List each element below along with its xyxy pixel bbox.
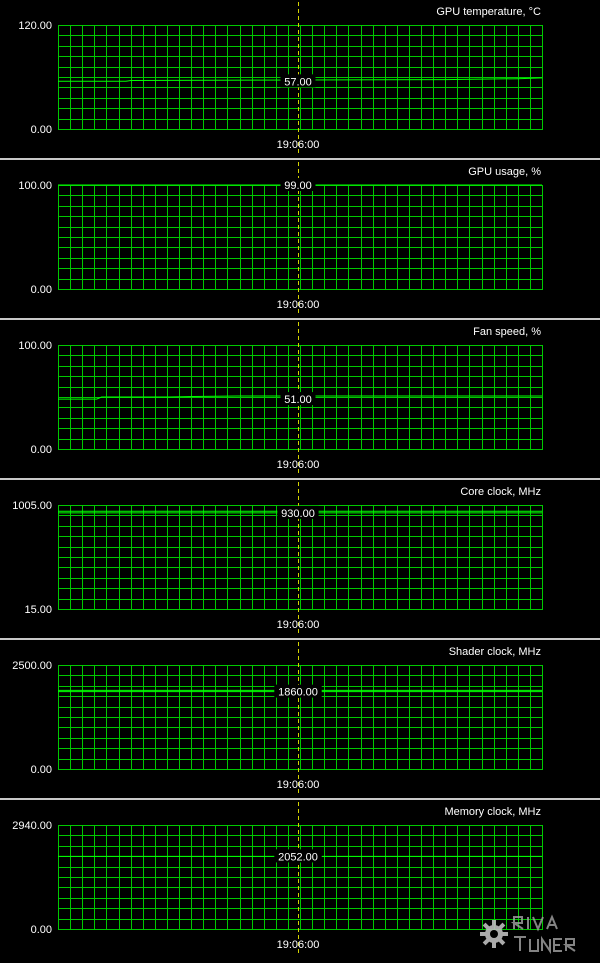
y-max-label: 2940.00 <box>12 820 52 832</box>
cursor-time-label: 19:06:00 <box>277 939 320 951</box>
cursor-value-label: 51.00 <box>284 394 312 406</box>
y-max-label: 100.00 <box>18 180 52 192</box>
graph-panel: 930.00 Core clock, MHz 1005.00 15.00 19:06:0… <box>0 482 600 640</box>
y-max-label: 1005.00 <box>12 500 52 512</box>
graph-panel: 1860.00 Shader clock, MHz 2500.00 0.00 19:06… <box>0 642 600 800</box>
grid <box>58 665 543 770</box>
cursor-value-label: 1860.00 <box>278 687 318 699</box>
cursor-value-backdrop <box>274 849 322 863</box>
cursor-value-backdrop <box>280 74 316 88</box>
grid <box>58 505 543 610</box>
cursor-value-label: 930.00 <box>281 508 315 520</box>
cursor-time-label: 19:06:00 <box>277 299 320 311</box>
y-min-label: 0.00 <box>31 924 52 936</box>
y-min-label: 0.00 <box>31 764 52 776</box>
graph-panel: 57.00 GPU temperature, °C 120.00 0.00 19:06:… <box>0 2 600 160</box>
cursor-time-label: 19:06:00 <box>277 139 320 151</box>
graph-title: Shader clock, MHz <box>449 646 541 658</box>
panel-separator <box>0 638 600 640</box>
graph-title: Memory clock, MHz <box>444 806 541 818</box>
cursor-value-backdrop <box>277 505 319 519</box>
cursor-time-label: 19:06:00 <box>277 619 320 631</box>
graph-title: GPU temperature, °C <box>436 6 541 18</box>
rivatuner-logo-watermark <box>480 914 576 955</box>
y-min-label: 15.00 <box>24 604 52 616</box>
graph-panel: 99.00 GPU usage, % 100.00 0.00 19:06:00 <box>0 162 600 320</box>
grid <box>58 825 543 930</box>
y-min-label: 0.00 <box>31 444 52 456</box>
graph-panel: 2052.00 Memory clock, MHz 2940.00 0.00 19:06… <box>12 802 543 956</box>
panel-separator <box>0 318 600 320</box>
y-min-label: 0.00 <box>31 284 52 296</box>
cursor-value-backdrop <box>274 684 322 698</box>
y-max-label: 120.00 <box>18 20 52 32</box>
graph-panel: 51.00 Fan speed, % 100.00 0.00 19:06:00 <box>0 322 600 480</box>
logo-lettering-icon <box>510 914 576 955</box>
panel-separator <box>0 158 600 160</box>
cursor-value-label: 99.00 <box>284 180 312 192</box>
grid <box>58 25 543 130</box>
grid <box>58 185 543 290</box>
cursor-time-label: 19:06:00 <box>277 459 320 471</box>
cursor-value-backdrop <box>280 392 316 406</box>
graph-title: Core clock, MHz <box>460 486 541 498</box>
cursor-value-backdrop <box>280 178 316 191</box>
panel-separator <box>0 798 600 800</box>
cursor-value-label: 57.00 <box>284 76 312 88</box>
graph-title: Fan speed, % <box>473 326 541 338</box>
cursor-value-label: 2052.00 <box>278 851 318 863</box>
cursor-time-label: 19:06:00 <box>277 779 320 791</box>
y-max-label: 100.00 <box>18 340 52 352</box>
graph-title: GPU usage, % <box>468 166 541 178</box>
panel-separator <box>0 478 600 480</box>
gear-icon <box>480 920 508 948</box>
y-max-label: 2500.00 <box>12 660 52 672</box>
y-min-label: 0.00 <box>31 124 52 136</box>
